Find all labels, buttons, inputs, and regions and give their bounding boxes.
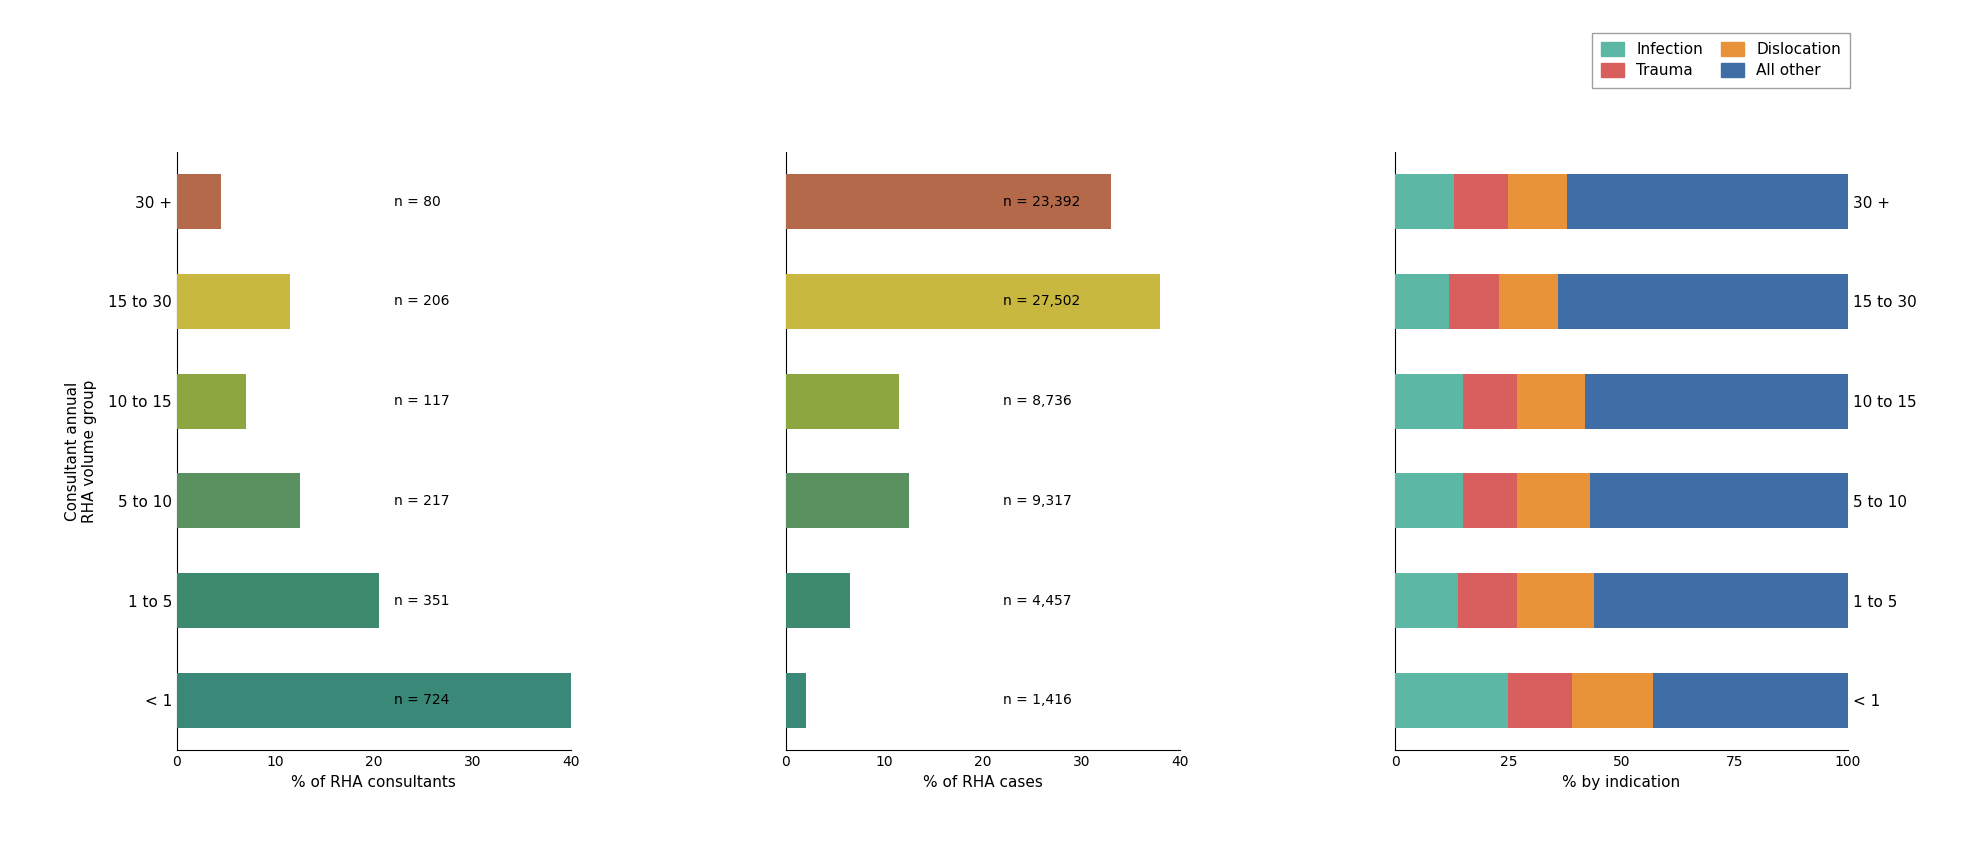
Text: n = 8,736: n = 8,736 xyxy=(1003,395,1071,408)
X-axis label: % of RHA consultants: % of RHA consultants xyxy=(291,775,456,790)
Bar xyxy=(177,373,246,428)
Bar xyxy=(177,274,291,329)
Bar xyxy=(1396,175,1455,229)
Bar xyxy=(1518,573,1594,628)
Bar xyxy=(786,175,1111,229)
Text: n = 724: n = 724 xyxy=(393,694,448,707)
Bar xyxy=(1508,175,1567,229)
Text: n = 217: n = 217 xyxy=(393,494,448,507)
Bar xyxy=(1396,373,1463,428)
Bar xyxy=(1500,274,1559,329)
Text: n = 206: n = 206 xyxy=(393,294,448,309)
Legend: Infection, Trauma, Dislocation, All other: Infection, Trauma, Dislocation, All othe… xyxy=(1592,33,1850,88)
Bar xyxy=(1559,274,1848,329)
Text: n = 27,502: n = 27,502 xyxy=(1003,294,1079,309)
X-axis label: % of RHA cases: % of RHA cases xyxy=(922,775,1042,790)
Bar xyxy=(1463,474,1518,529)
Bar xyxy=(1518,474,1590,529)
Bar xyxy=(1449,274,1500,329)
Bar xyxy=(786,274,1160,329)
Bar xyxy=(177,573,379,628)
Bar xyxy=(1396,274,1449,329)
Bar xyxy=(1508,673,1571,728)
Bar xyxy=(1455,175,1508,229)
Bar xyxy=(1459,573,1518,628)
Bar xyxy=(1594,573,1848,628)
Bar xyxy=(1463,373,1518,428)
Text: n = 9,317: n = 9,317 xyxy=(1003,494,1071,507)
Text: n = 80: n = 80 xyxy=(393,195,440,208)
Bar xyxy=(177,474,301,529)
Bar xyxy=(1653,673,1848,728)
Text: n = 351: n = 351 xyxy=(393,593,448,608)
Bar xyxy=(1396,474,1463,529)
Bar xyxy=(1396,673,1508,728)
Bar xyxy=(786,573,849,628)
Bar xyxy=(1585,373,1848,428)
Bar xyxy=(177,673,609,728)
Text: n = 23,392: n = 23,392 xyxy=(1003,195,1079,208)
Bar xyxy=(1590,474,1848,529)
Bar xyxy=(786,673,806,728)
Text: n = 117: n = 117 xyxy=(393,395,450,408)
Y-axis label: Consultant annual
RHA volume group: Consultant annual RHA volume group xyxy=(65,379,96,523)
X-axis label: % by indication: % by indication xyxy=(1563,775,1681,790)
Bar xyxy=(177,175,222,229)
Text: n = 4,457: n = 4,457 xyxy=(1003,593,1071,608)
Bar xyxy=(1571,673,1653,728)
Bar xyxy=(1396,573,1459,628)
Text: n = 1,416: n = 1,416 xyxy=(1003,694,1071,707)
Bar xyxy=(1518,373,1585,428)
Bar xyxy=(1567,175,1848,229)
Bar xyxy=(786,474,908,529)
Bar xyxy=(786,373,898,428)
